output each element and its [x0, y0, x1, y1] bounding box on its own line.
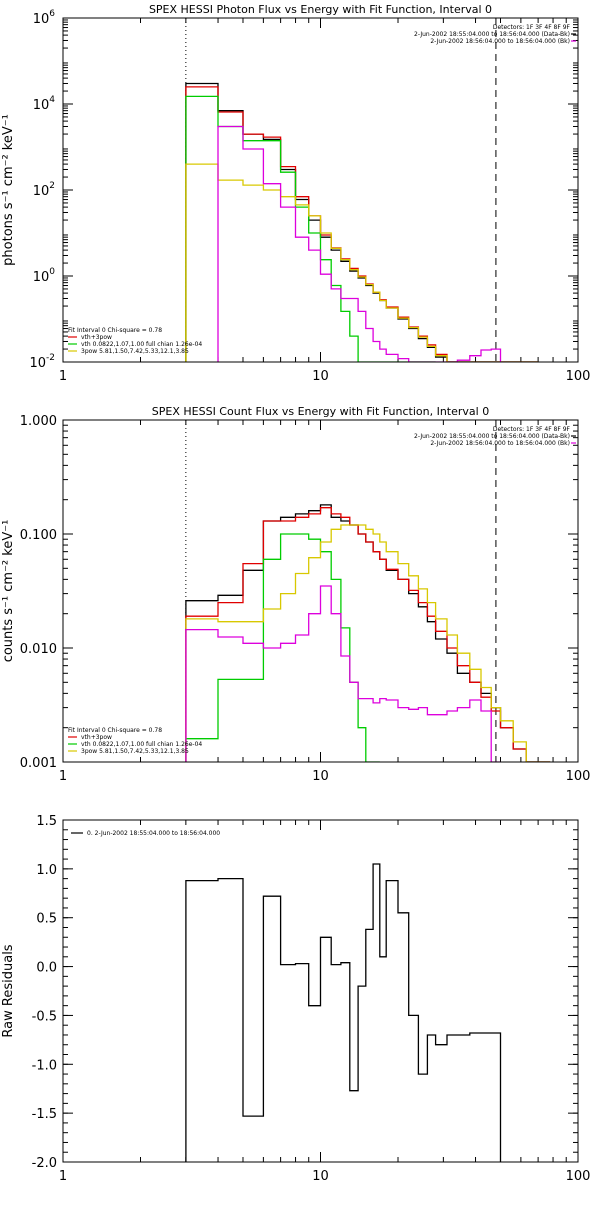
- legend-bottom-left-2: vth 0.0822,1.07,1.00 full chian 1.26e-04: [81, 341, 202, 348]
- x-tick-label: 1: [59, 769, 67, 784]
- legend-top-right-1: 2-Jun-2002 18:55:04.000 to 18:56:04.000 …: [414, 31, 570, 38]
- legend-bottom-left-1: vth+3pow: [81, 734, 112, 741]
- y-tick-label: 1.000: [20, 414, 57, 429]
- legend-bottom-left-0: Fit Interval 0 Chi-square = 0.78: [68, 327, 162, 334]
- y-tick-base: 10: [33, 12, 50, 27]
- y-tick-label: 0.5: [36, 912, 57, 927]
- legend-bottom-left-2: vth 0.0822,1.07,1.00 full chian 1.26e-04: [81, 741, 202, 748]
- x-tick-label: 10: [312, 369, 329, 384]
- y-tick-exponent: 0: [49, 267, 55, 277]
- chart-panel-3: 1 10 100 -2.0 -1.5 -1.0 -0.5 0.0 0.5 1.0 1.5 Raw Re…: [1, 814, 590, 1184]
- y-tick-base: 10: [33, 184, 50, 199]
- x-tick-label: 10: [312, 1169, 329, 1184]
- x-tick-label: 100: [566, 1169, 591, 1184]
- y-tick-label: -0.5: [32, 1009, 57, 1024]
- y-tick-label: -1.5: [32, 1107, 57, 1122]
- y-axis-label: counts s⁻¹ cm⁻² keV⁻¹: [1, 520, 16, 663]
- y-tick-label: 106: [33, 9, 56, 27]
- legend-label: 0. 2-Jun-2002 18:55:04.000 to 18:56:04.0…: [87, 830, 220, 837]
- y-tick-label: 1.0: [36, 863, 57, 878]
- y-tick-label: 104: [33, 95, 56, 113]
- y-tick-label: 10-2: [29, 353, 55, 371]
- y-axis-label: Raw Residuals: [1, 944, 16, 1037]
- plot-frame: [62, 419, 579, 763]
- chart-panel-2: SPEX HESSI Count Flux vs Energy with Fit…: [1, 405, 590, 784]
- y-tick-label: 0.010: [20, 642, 57, 657]
- series-group: [185, 504, 551, 762]
- x-tick-label: 100: [566, 369, 591, 384]
- legend-top-right-2: 2-Jun-2002 18:56:04.000 to 18:56:04.000 …: [430, 440, 570, 447]
- y-tick-label: 0.0: [36, 961, 57, 976]
- y-tick-label: 100: [33, 267, 56, 285]
- legend-bottom-left-3: 3pow 5.81,1.50,7.42,5.33,12.1,3.85: [81, 348, 189, 355]
- y-tick-exponent: 2: [49, 181, 55, 191]
- series-line-3: [185, 524, 551, 762]
- x-tick-label: 100: [566, 769, 591, 784]
- y-tick-label: -1.0: [32, 1058, 57, 1073]
- chart-panel-1: SPEX HESSI Photon Flux vs Energy with Fi…: [1, 3, 590, 384]
- y-tick-base: 10: [33, 98, 50, 113]
- legend-top-right-0: Detectors: 1F 3F 4F 8F 9F: [493, 24, 571, 31]
- y-tick-label: 0.001: [20, 756, 57, 771]
- y-tick-label: 0.100: [20, 528, 57, 543]
- y-tick-label: -2.0: [32, 1156, 57, 1171]
- series-line-1: [185, 507, 551, 762]
- legend-bottom-left-0: Fit Interval 0 Chi-square = 0.78: [68, 727, 162, 734]
- y-axis-label: photons s⁻¹ cm⁻² keV⁻¹: [1, 114, 16, 266]
- legend-bottom-left-1: vth+3pow: [81, 334, 112, 341]
- y-tick-exponent: -2: [46, 353, 55, 363]
- series-line-4: [185, 585, 501, 762]
- plot-frame: [62, 17, 579, 363]
- series-line-2: [185, 95, 436, 362]
- series-group: [185, 863, 502, 1162]
- legend-top-right-1: 2-Jun-2002 18:55:04.000 to 18:56:04.000 …: [414, 433, 570, 440]
- legend-top-right-0: Detectors: 1F 3F 4F 8F 9F: [493, 426, 571, 433]
- plot-frame: [62, 819, 579, 1163]
- y-tick-exponent: 6: [49, 9, 55, 19]
- series-line-0: [185, 863, 502, 1162]
- x-tick-label: 1: [59, 369, 67, 384]
- chart-title: SPEX HESSI Photon Flux vs Energy with Fi…: [149, 3, 492, 16]
- y-tick-base: 10: [33, 270, 50, 285]
- series-line-4: [217, 125, 502, 362]
- y-tick-base: 10: [29, 356, 46, 371]
- y-tick-label: 1.5: [36, 814, 57, 829]
- series-group: [185, 82, 539, 362]
- legend-top-right-2: 2-Jun-2002 18:56:04.000 to 18:56:04.000 …: [430, 38, 570, 45]
- y-tick-exponent: 4: [49, 95, 55, 105]
- legend-bottom-left-3: 3pow 5.81,1.50,7.42,5.33,12.1,3.85: [81, 748, 189, 755]
- x-tick-label: 1: [59, 1169, 67, 1184]
- chart-title: SPEX HESSI Count Flux vs Energy with Fit…: [152, 405, 489, 418]
- x-tick-label: 10: [312, 769, 329, 784]
- y-tick-label: 102: [33, 181, 55, 199]
